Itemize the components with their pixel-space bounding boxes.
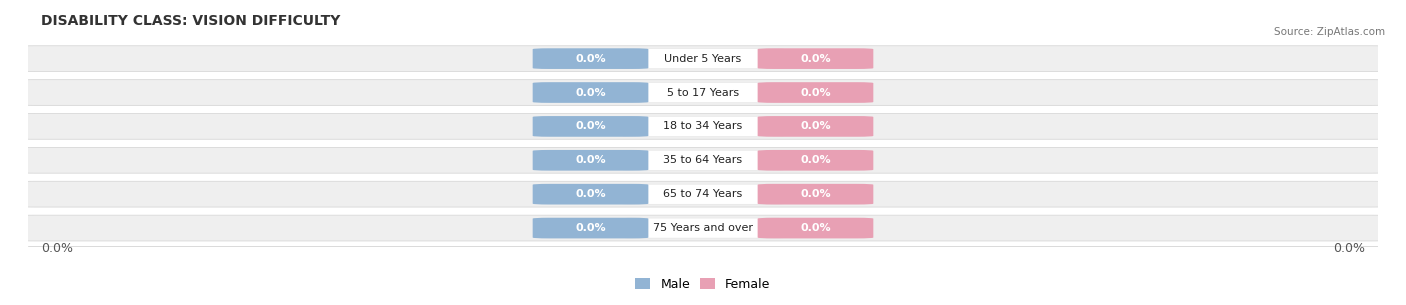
Text: 75 Years and over: 75 Years and over [652, 223, 754, 233]
Text: 0.0%: 0.0% [800, 121, 831, 131]
FancyBboxPatch shape [623, 184, 783, 204]
FancyBboxPatch shape [533, 184, 648, 205]
FancyBboxPatch shape [21, 113, 1385, 139]
FancyBboxPatch shape [623, 83, 783, 102]
FancyBboxPatch shape [533, 48, 648, 69]
Text: Under 5 Years: Under 5 Years [665, 54, 741, 64]
Text: 0.0%: 0.0% [575, 121, 606, 131]
FancyBboxPatch shape [21, 147, 1385, 173]
Legend: Male, Female: Male, Female [636, 278, 770, 291]
FancyBboxPatch shape [623, 150, 783, 170]
Text: 0.0%: 0.0% [800, 223, 831, 233]
FancyBboxPatch shape [758, 116, 873, 137]
Text: 0.0%: 0.0% [800, 189, 831, 199]
FancyBboxPatch shape [758, 184, 873, 205]
Text: 0.0%: 0.0% [800, 54, 831, 64]
Text: 0.0%: 0.0% [575, 223, 606, 233]
Text: 0.0%: 0.0% [575, 189, 606, 199]
Text: Source: ZipAtlas.com: Source: ZipAtlas.com [1274, 27, 1385, 38]
Text: 0.0%: 0.0% [1333, 242, 1365, 255]
FancyBboxPatch shape [758, 82, 873, 103]
FancyBboxPatch shape [533, 150, 648, 170]
FancyBboxPatch shape [533, 218, 648, 239]
FancyBboxPatch shape [623, 218, 783, 238]
FancyBboxPatch shape [623, 48, 783, 69]
Text: 0.0%: 0.0% [575, 54, 606, 64]
FancyBboxPatch shape [623, 117, 783, 136]
Text: 18 to 34 Years: 18 to 34 Years [664, 121, 742, 131]
Text: 0.0%: 0.0% [800, 155, 831, 165]
Text: 0.0%: 0.0% [575, 155, 606, 165]
FancyBboxPatch shape [21, 181, 1385, 207]
FancyBboxPatch shape [21, 80, 1385, 106]
FancyBboxPatch shape [758, 218, 873, 239]
Text: 65 to 74 Years: 65 to 74 Years [664, 189, 742, 199]
Text: 0.0%: 0.0% [800, 88, 831, 98]
FancyBboxPatch shape [21, 46, 1385, 71]
Text: 0.0%: 0.0% [575, 88, 606, 98]
FancyBboxPatch shape [533, 116, 648, 137]
Text: DISABILITY CLASS: VISION DIFFICULTY: DISABILITY CLASS: VISION DIFFICULTY [41, 14, 340, 28]
FancyBboxPatch shape [758, 150, 873, 170]
Text: 0.0%: 0.0% [41, 242, 73, 255]
Text: 35 to 64 Years: 35 to 64 Years [664, 155, 742, 165]
FancyBboxPatch shape [21, 215, 1385, 241]
FancyBboxPatch shape [758, 48, 873, 69]
Text: 5 to 17 Years: 5 to 17 Years [666, 88, 740, 98]
FancyBboxPatch shape [533, 82, 648, 103]
